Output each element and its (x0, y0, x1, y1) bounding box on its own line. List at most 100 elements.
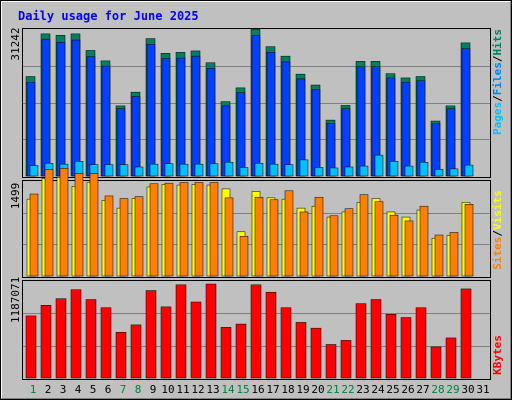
files-bar (161, 58, 171, 177)
sites-bar (419, 205, 429, 277)
kbytes-bar (265, 291, 277, 379)
x-tick-label: 21 (326, 383, 339, 396)
kbytes-bar (250, 284, 262, 379)
files-bar (41, 38, 51, 177)
sites-bar (59, 168, 69, 277)
x-tick-label: 27 (416, 383, 429, 396)
sites-bar (239, 236, 249, 277)
sites-bar (224, 197, 234, 277)
sites-bar (29, 193, 39, 277)
kbytes-bar (130, 324, 142, 379)
chart-title: Daily usage for June 2025 (18, 9, 199, 23)
kbytes-bar (445, 337, 457, 379)
files-bar (251, 35, 261, 177)
x-tick-label: 28 (431, 383, 444, 396)
files-bar (311, 89, 321, 177)
ymax-label-hits: 31242 (9, 27, 22, 60)
x-tick-label: 7 (120, 383, 127, 396)
pages-bar (464, 164, 474, 177)
sites-bar (389, 214, 399, 277)
files-bar (146, 44, 156, 177)
files-bar (461, 48, 471, 177)
pages-bar (29, 165, 39, 177)
x-tick-label: 8 (135, 383, 142, 396)
files-bar (206, 68, 216, 177)
kbytes-bar (115, 331, 127, 379)
kbytes-bar (145, 290, 157, 379)
files-bar (446, 108, 456, 177)
sites-bar (374, 201, 384, 277)
x-tick-label: 24 (371, 383, 385, 396)
x-tick-label: 10 (161, 383, 174, 396)
pages-bar (239, 167, 249, 177)
legend-sites-visits-part: Sites (491, 237, 504, 270)
kbytes-bar (400, 317, 412, 379)
x-tick-label: 18 (281, 383, 294, 396)
kbytes-bar (205, 283, 217, 379)
sites-bar (299, 211, 309, 277)
sites-bar (404, 220, 414, 277)
pages-bar (209, 163, 219, 177)
pages-bar (404, 165, 414, 177)
pages-bar (344, 166, 354, 177)
sites-bar (164, 182, 174, 277)
x-tick-label: 22 (341, 383, 354, 396)
ymax-label-visits: 1499 (9, 183, 22, 210)
legend-sites-visits: Sites/Visits (491, 190, 504, 270)
sites-bar (89, 173, 99, 277)
sites-bar (434, 234, 444, 277)
sites-bar (179, 182, 189, 277)
kbytes-bar (460, 288, 472, 379)
files-bar (401, 81, 411, 177)
kbytes-bar (190, 301, 202, 379)
files-bar (71, 39, 81, 177)
pages-bar (149, 163, 159, 177)
sites-bar (119, 198, 129, 277)
x-tick-label: 30 (461, 383, 474, 396)
kbytes-bar (175, 284, 187, 379)
x-tick-label: 12 (191, 383, 204, 396)
legend-hits-files-pages: Pages/Files/Hits (491, 29, 504, 135)
x-tick-label: 19 (296, 383, 309, 396)
pages-bar (104, 164, 114, 177)
files-bar (236, 92, 246, 177)
pages-bar (359, 165, 369, 177)
pages-bar (299, 159, 309, 177)
x-tick-label: 14 (221, 383, 235, 396)
files-bar (101, 65, 111, 177)
pages-bar (254, 162, 264, 177)
kbytes-bar (55, 298, 67, 379)
sites-bar (149, 183, 159, 277)
ymax-label-kbytes: 1187071 (9, 277, 22, 323)
sites-bar (74, 173, 84, 277)
legend-sites-visits-part: Visits (491, 190, 504, 230)
legend-hits-files-pages-part: Hits (491, 29, 504, 56)
files-bar (176, 57, 186, 177)
x-tick-label: 23 (356, 383, 369, 396)
x-tick-label: 11 (176, 383, 189, 396)
x-tick-label: 15 (236, 383, 249, 396)
kbytes-bar (235, 323, 247, 379)
x-tick-label: 5 (90, 383, 97, 396)
sites-bar (344, 208, 354, 277)
bars (25, 28, 474, 379)
kbytes-bar (340, 340, 352, 379)
x-tick-label: 26 (401, 383, 414, 396)
kbytes-bar (385, 314, 397, 379)
pages-bar (449, 168, 459, 177)
files-bar (266, 52, 276, 177)
legend-hits-files-pages-part: / (491, 55, 504, 62)
files-bar (191, 55, 201, 177)
legend-hits-files-pages-part: Files (491, 62, 504, 95)
files-bar (26, 81, 36, 177)
x-tick-label: 16 (251, 383, 264, 396)
pages-bar (194, 163, 204, 177)
files-bar (431, 123, 441, 177)
kbytes-bar (310, 327, 322, 379)
pages-bar (134, 166, 144, 177)
pages-bar (389, 161, 399, 177)
kbytes-bar (280, 307, 292, 379)
sites-bar (194, 182, 204, 277)
x-tick-label: 9 (150, 383, 157, 396)
